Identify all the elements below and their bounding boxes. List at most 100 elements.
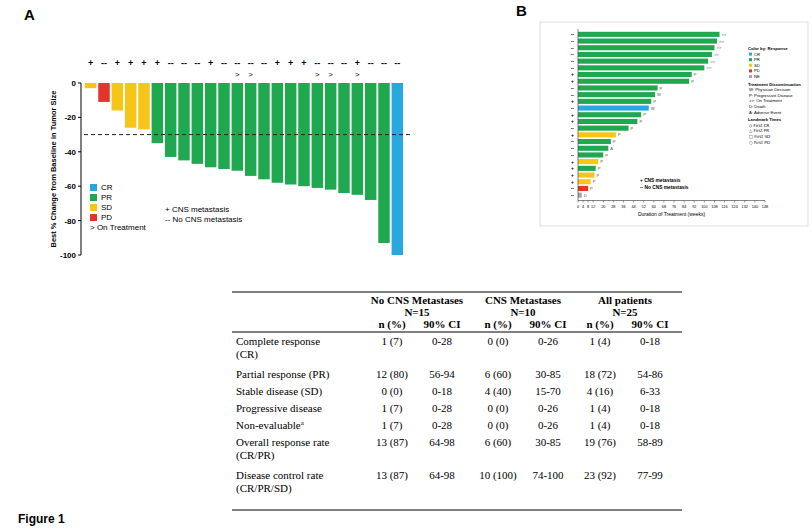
table-cell: 0-26: [538, 402, 559, 414]
legend-label: -- No CNS metastasis: [640, 185, 689, 190]
table-subheader: n (%): [378, 318, 406, 331]
table-cell: 64-98: [429, 436, 455, 448]
bar: [245, 83, 256, 176]
table-cell: 1 (4): [589, 419, 610, 432]
bar: [205, 83, 216, 167]
end-label: P: [596, 173, 599, 178]
y-tick-label: --: [571, 125, 575, 131]
panel-label: A: [24, 6, 35, 23]
bar: [112, 83, 123, 111]
table-row-label: (CR/PR/SD): [236, 482, 292, 495]
table-subheader: 90% CI: [632, 318, 669, 330]
legend-swatch: [90, 184, 97, 191]
x-tick: [623, 201, 624, 203]
table-cell: 6 (60): [485, 368, 512, 381]
table-cell: 64-98: [429, 469, 455, 481]
legend-label: PD: [754, 68, 760, 73]
table-header: N=15: [404, 306, 430, 318]
cns-marker: --: [248, 58, 254, 68]
legend-title: Treatment Discontinuation: [748, 82, 801, 87]
table-cell: 30-85: [535, 368, 561, 380]
legend-title: Color by: Response: [748, 46, 788, 51]
y-tick-label: -60: [64, 182, 76, 191]
table-rule: [232, 510, 682, 511]
bar: [165, 83, 176, 157]
y-tick: [78, 220, 81, 221]
on-treatment-marker: >: [235, 70, 240, 79]
table-header: N=10: [510, 306, 536, 318]
bar: [578, 152, 603, 157]
bar: [578, 179, 591, 184]
x-tick: [674, 201, 675, 203]
y-tick-label: --: [571, 92, 575, 98]
cns-marker: +: [208, 58, 213, 68]
cns-marker: --: [314, 58, 320, 68]
x-tick-label: 36: [621, 205, 625, 209]
y-tick-label: +: [571, 98, 574, 104]
cns-marker: --: [181, 58, 187, 68]
end-label: P: [660, 86, 663, 91]
x-tick-label: 140: [752, 205, 758, 209]
x-tick-label: 92: [692, 205, 696, 209]
y-tick: [78, 117, 81, 118]
table-subheader: n (%): [586, 318, 614, 331]
bar: [578, 173, 594, 178]
end-label: P: [691, 79, 694, 84]
x-tick: [583, 201, 584, 203]
y-tick-label: --: [571, 185, 575, 191]
cns-marker: --: [368, 58, 374, 68]
y-tick-label: --: [571, 138, 575, 144]
x-tick-label: 20: [601, 205, 605, 209]
cns-marker: --: [194, 58, 200, 68]
x-tick-label: 124: [732, 205, 738, 209]
table-cell: 1 (4): [589, 335, 610, 348]
table-cell: 6-33: [640, 385, 661, 397]
table-cell: 77-99: [637, 469, 663, 481]
legend-label: ◇ First CR: [749, 123, 770, 128]
table-cell: 0-18: [640, 402, 661, 414]
table-cell: 6 (60): [485, 436, 512, 449]
legend-label: CR: [754, 52, 760, 57]
bar: [272, 83, 283, 183]
y-tick-label: +: [571, 78, 574, 84]
table-subheader: n (%): [484, 318, 512, 331]
legend-swatch: [90, 214, 97, 221]
x-tick-label: 60: [652, 205, 656, 209]
cns-marker: --: [381, 58, 387, 68]
x-tick: [734, 201, 735, 203]
on-treatment-marker: >: [248, 70, 253, 79]
table-cell: 0-28: [432, 419, 453, 431]
legend-label: PR: [754, 57, 760, 62]
table-cell: 23 (92): [584, 469, 616, 482]
x-tick: [663, 201, 664, 203]
table-header: N=25: [612, 306, 638, 318]
bar: [258, 83, 269, 179]
end-label: P: [590, 186, 593, 191]
cns-marker: --: [221, 58, 227, 68]
x-axis: [578, 200, 765, 201]
y-tick: [78, 255, 81, 256]
y-tick-label: -40: [64, 148, 76, 157]
y-tick-label: --: [571, 105, 575, 111]
cns-marker: +: [301, 58, 306, 68]
cns-marker: +: [355, 58, 360, 68]
table-cell: 10 (100): [479, 469, 517, 482]
table-cell: 0 (0): [487, 402, 508, 415]
table-cell: 0 (0): [487, 335, 508, 348]
legend-label: SD: [754, 63, 760, 68]
table-row-label: Progressive disease: [236, 402, 322, 414]
y-tick-label: --: [571, 38, 575, 44]
table-subheader: 90% CI: [530, 318, 567, 330]
panel-frame: [540, 22, 808, 226]
x-tick: [593, 201, 594, 203]
x-tick: [724, 201, 725, 203]
y-axis: [81, 83, 82, 255]
end-label: P: [618, 132, 621, 137]
cns-marker: --: [168, 58, 174, 68]
cns-marker: --: [234, 58, 240, 68]
end-label: P: [593, 179, 596, 184]
x-tick: [684, 201, 685, 203]
bar: [578, 186, 588, 191]
end-label: A: [610, 146, 613, 151]
y-tick-label: --: [571, 85, 575, 91]
